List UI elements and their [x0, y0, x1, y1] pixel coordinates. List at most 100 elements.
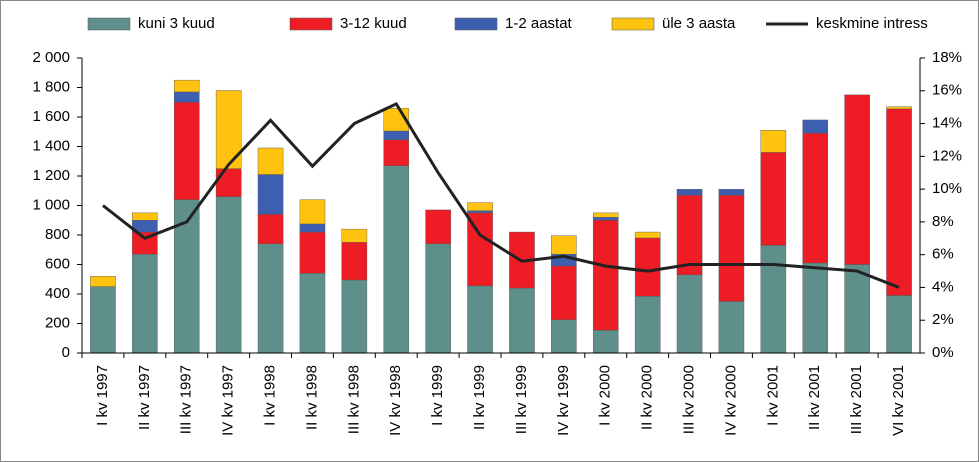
x-tick-label: I kv 2001	[764, 365, 781, 426]
bar-segment	[467, 285, 493, 354]
bar-segment	[467, 202, 493, 211]
bar-segment	[467, 210, 493, 214]
bar-segment	[383, 139, 410, 166]
bar-segment	[132, 253, 158, 354]
legend-label: üle 3 aasta	[662, 15, 736, 32]
legend-label: 3-12 kuud	[340, 15, 407, 32]
x-tick-label: II kv 1997	[136, 365, 153, 430]
bar-segment	[173, 79, 200, 93]
bar-segment	[760, 130, 787, 153]
bar-segment	[592, 329, 619, 354]
y-tick-label: 1 600	[32, 108, 70, 125]
bar-segment	[676, 194, 703, 276]
y-tick-label: 1 000	[32, 196, 70, 213]
legend-swatch	[87, 17, 131, 31]
bar-segment	[718, 189, 745, 196]
bar-segment	[592, 212, 619, 218]
y-tick-label: 200	[45, 314, 70, 331]
legend-label: 1-2 aastat	[505, 15, 573, 32]
bar-segment	[425, 209, 451, 245]
legend-swatch	[289, 17, 333, 31]
bar-segment	[844, 94, 870, 265]
line-series	[102, 101, 900, 289]
x-tick-label: I kv 1998	[262, 365, 279, 426]
bar-segment	[886, 106, 912, 110]
y2-tick-label: 14%	[932, 115, 962, 132]
y2-tick-label: 16%	[932, 82, 962, 99]
x-tick-label: II kv 1999	[471, 365, 488, 430]
y-tick-label: 800	[45, 226, 70, 243]
legend-label: kuni 3 kuud	[138, 15, 215, 32]
bar-segment	[215, 196, 242, 354]
bar-segment	[634, 231, 661, 239]
y-tick-label: 2 000	[32, 49, 70, 66]
bar-segment	[257, 214, 284, 245]
x-tick-label: IV kv 1997	[220, 365, 237, 436]
x-tick-label: II kv 2001	[806, 365, 823, 430]
bar-segment	[551, 235, 577, 255]
y2-tick-label: 4%	[932, 278, 954, 295]
bar-segment	[718, 301, 745, 354]
bar-segment	[634, 296, 661, 354]
bar-segment	[257, 243, 284, 354]
bar-segment	[341, 242, 368, 281]
bar-segment	[509, 287, 535, 354]
bar-segment	[802, 119, 829, 134]
x-tick-label: I kv 2000	[597, 365, 614, 426]
bar-segment	[551, 319, 577, 354]
bar-segment	[592, 217, 619, 221]
bar-segment	[886, 108, 912, 296]
bar-segment	[551, 265, 577, 321]
x-tick-label: II kv 1998	[303, 365, 320, 430]
bar-segment	[760, 152, 787, 246]
legend-swatch	[611, 17, 655, 31]
x-tick-label: III kv 2001	[848, 365, 865, 434]
x-tick-label: III kv 1997	[178, 365, 195, 434]
bar-segment	[844, 264, 870, 354]
bar-segment	[299, 223, 326, 233]
bar-segment	[299, 199, 326, 225]
bar-segment	[90, 286, 116, 354]
y-tick-label: 0	[62, 344, 70, 361]
x-tick-label: III kv 1998	[345, 365, 362, 434]
y2-tick-label: 18%	[932, 49, 962, 66]
y2-tick-label: 0%	[932, 344, 954, 361]
x-tick-label: IV kv 1998	[387, 365, 404, 436]
bar-segment	[718, 194, 745, 302]
y2-tick-label: 6%	[932, 246, 954, 263]
bar-segment	[257, 147, 284, 175]
bar-segment	[802, 262, 829, 354]
x-tick-label: III kv 1999	[513, 365, 530, 434]
bar-segment	[132, 212, 158, 221]
y-tick-label: 1 200	[32, 167, 70, 184]
y-tick-label: 1 800	[32, 78, 70, 95]
x-tick-label: VI kv 2001	[890, 365, 907, 436]
x-tick-label: II kv 2000	[639, 365, 656, 430]
legend-label: keskmine intress	[816, 15, 928, 32]
y-tick-label: 1 400	[32, 137, 70, 154]
x-tick-label: IV kv 1999	[555, 365, 572, 436]
x-tick-label: IV kv 2000	[722, 365, 739, 436]
y-tick-label: 400	[45, 285, 70, 302]
bar-segment	[341, 279, 368, 354]
y-tick-label: 600	[45, 255, 70, 272]
bar-segment	[634, 237, 661, 297]
x-tick-label: III kv 2000	[681, 365, 698, 434]
bar-segment	[802, 133, 829, 264]
y2-tick-label: 10%	[932, 180, 962, 197]
bar-segment	[257, 174, 284, 215]
bar-segment	[341, 228, 368, 243]
bar-segment	[676, 274, 703, 354]
bar-segment	[90, 276, 116, 287]
y2-tick-label: 8%	[932, 213, 954, 230]
bar-segment	[173, 91, 200, 103]
bar-segment	[215, 168, 242, 197]
bar-segment	[299, 273, 326, 354]
x-tick-label: I kv 1997	[94, 365, 111, 426]
bar-segment	[760, 245, 787, 354]
bar-segment	[383, 130, 410, 141]
x-tick-label: I kv 1999	[429, 365, 446, 426]
bar-segment	[886, 295, 912, 354]
legend-swatch	[454, 17, 498, 31]
